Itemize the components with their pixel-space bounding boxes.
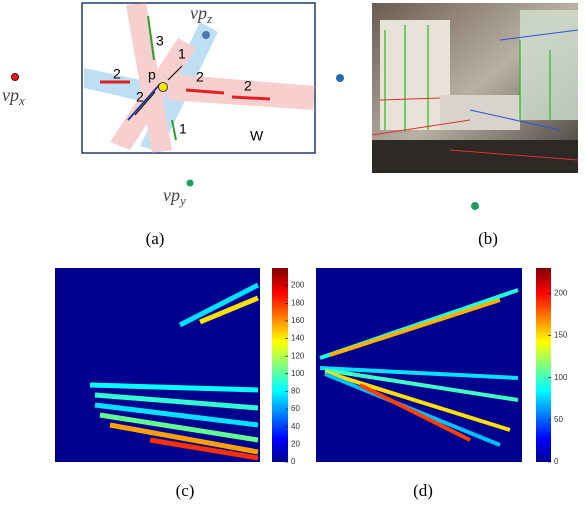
vp-sub: z (206, 11, 212, 26)
colorbar-tick-label: 100 (291, 369, 305, 378)
vp-label-text: vpy (163, 185, 186, 208)
panel-a (12, 3, 316, 187)
vp-sub: y (178, 193, 186, 208)
colorbar-tick-label: 0 (554, 457, 559, 466)
segment-label: 1 (178, 46, 186, 62)
segment-label: 2 (196, 69, 204, 85)
colorbar-tick-label: 80 (291, 387, 300, 396)
segment-label: 2 (113, 66, 121, 82)
colorbar-tick-label: 0 (291, 457, 296, 466)
colorbar-tick-label: 200 (554, 288, 568, 297)
panel-c-heatmap (55, 268, 288, 462)
vp-label-text: vpx (2, 85, 25, 108)
colorbar-tick-label: 60 (291, 404, 300, 413)
vp-sub: x (18, 93, 25, 108)
segment-label: 3 (156, 33, 164, 49)
segment-label: 1 (179, 121, 187, 137)
colorbar-tick-label: 20 (291, 439, 300, 448)
figure: (a)(b)(c)(d)vpxvpzvpypW31222210204060801… (0, 0, 585, 508)
colorbar-tick-label: 200 (291, 281, 305, 290)
colorbar-tick-label: 140 (291, 334, 305, 343)
segment-label: 2 (136, 89, 144, 105)
colorbar-tick-label: 120 (291, 351, 305, 360)
colorbar-tick-label: 100 (554, 373, 568, 382)
region-label: W (250, 128, 264, 144)
panel-b-photo (336, 3, 578, 210)
vp-base: vp (163, 185, 180, 205)
segment-label: 2 (244, 78, 252, 94)
colorbar-tick-label: 40 (291, 422, 300, 431)
vp-base: vp (2, 85, 19, 105)
caption: (c) (176, 481, 195, 500)
vp-label: vpx (2, 85, 25, 108)
caption: (a) (146, 229, 165, 248)
colorbar-tick-label: 150 (554, 331, 568, 340)
caption: (b) (478, 229, 498, 248)
colorbar-tick-label: 160 (291, 316, 305, 325)
vp-label: vpy (163, 185, 186, 208)
caption: (d) (413, 481, 433, 500)
colorbar-tick-label: 180 (291, 298, 305, 307)
point-label: p (148, 67, 156, 83)
vp-base: vp (190, 3, 207, 23)
colorbar-tick-label: 50 (554, 415, 563, 424)
panel-d-heatmap (316, 268, 551, 462)
